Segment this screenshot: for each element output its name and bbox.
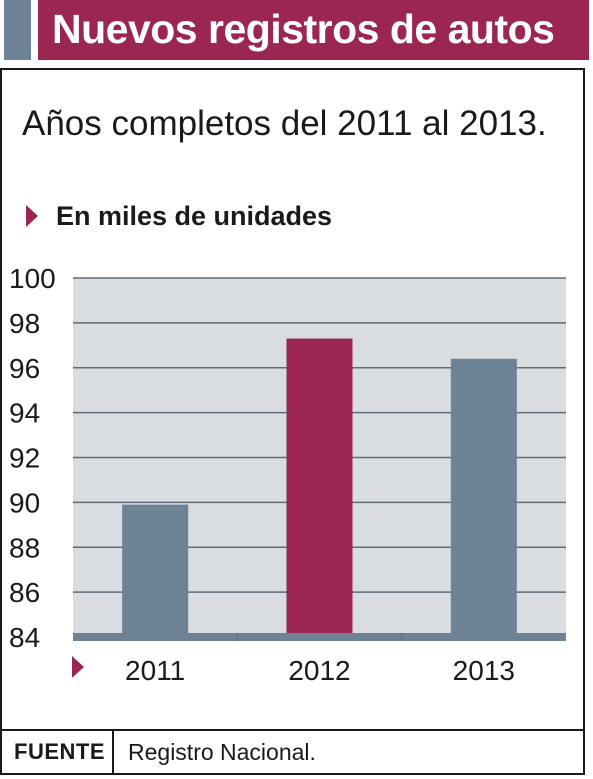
bar [286, 338, 353, 637]
triangle-right-icon [72, 656, 84, 678]
y-tick-label: 86 [9, 577, 40, 608]
y-tick-label: 88 [9, 532, 40, 563]
y-tick-label: 94 [9, 398, 40, 429]
footer-separator [112, 731, 114, 773]
chart-title: Nuevos registros de autos [52, 6, 555, 52]
x-tick-label: 2012 [288, 655, 350, 686]
x-tick-label: 2011 [125, 655, 185, 686]
x-axis-baseline [73, 633, 566, 641]
y-tick-label: 84 [9, 622, 40, 653]
chart-panel [0, 68, 585, 775]
unit-row: En miles de unidades [26, 198, 332, 234]
footer-divider [2, 729, 583, 731]
y-axis-unit-label: En miles de unidades [56, 200, 333, 231]
source-value: Registro Nacional. [128, 739, 316, 765]
source-label: FUENTE [14, 739, 105, 764]
y-tick-label: 90 [9, 487, 40, 518]
y-tick-label: 96 [9, 353, 40, 384]
bar [122, 504, 189, 637]
x-tick-label: 2013 [453, 655, 515, 686]
chart-subtitle: Años completos del 2011 al 2013. [22, 104, 547, 143]
y-tick-label: 92 [9, 443, 40, 474]
bar [450, 358, 517, 637]
y-tick-label: 100 [9, 263, 56, 294]
triangle-right-icon [26, 205, 38, 227]
y-tick-label: 98 [9, 308, 40, 339]
header-accent-block [4, 0, 31, 60]
header-bar: Nuevos registros de autos [38, 0, 589, 60]
